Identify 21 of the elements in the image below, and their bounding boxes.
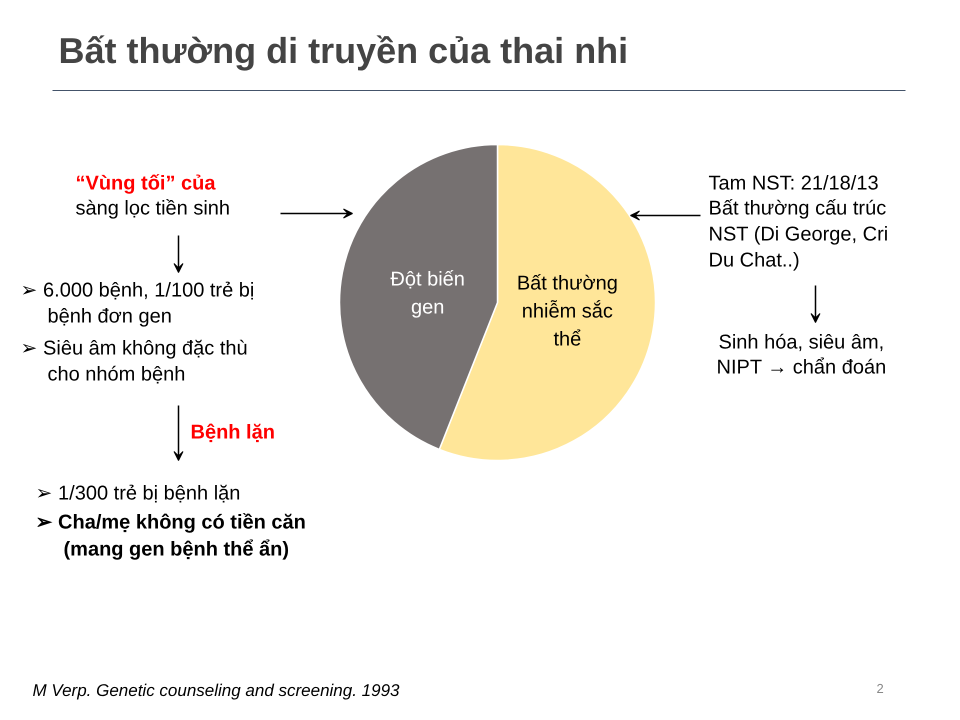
text: ➢ 1/300 trẻ bị bệnh lặn — [36, 482, 240, 504]
text: sàng lọc tiền sinh — [76, 198, 230, 220]
chart-title: Bất thường di truyền của thai nhi — [58, 30, 628, 71]
text: Du Chat..) — [708, 250, 800, 272]
text: Bất thường cấu trúc — [708, 198, 886, 220]
text: ➢ Cha/mẹ không có tiền căn — [36, 512, 306, 534]
text: bệnh đơn gen — [48, 306, 172, 328]
text: ➢ 6.000 bệnh, 1/100 trẻ bị — [20, 280, 254, 302]
slice-label: Bất thường nhiễm sắc thể — [516, 272, 618, 350]
text: cho nhóm bệnh — [48, 364, 186, 386]
text: Bệnh lặn — [190, 422, 275, 444]
text: Tam NST: 21/18/13 — [708, 172, 879, 194]
text: “Vùng tối” của — [76, 172, 216, 194]
text: 2 — [876, 681, 884, 696]
text: Sinh hóa, siêu âm, — [718, 332, 884, 354]
slice-label: Đột biến gen — [390, 268, 465, 319]
text: NIPT → chẩn đoán — [716, 356, 886, 378]
text: (mang gen bệnh thể ẩn) — [64, 538, 290, 560]
text: M Verp. Genetic counseling and screening. 1993 — [32, 681, 400, 700]
text: NST (Di George, Cri — [708, 224, 888, 246]
text: ➢ Siêu âm không đặc thù — [20, 338, 248, 360]
